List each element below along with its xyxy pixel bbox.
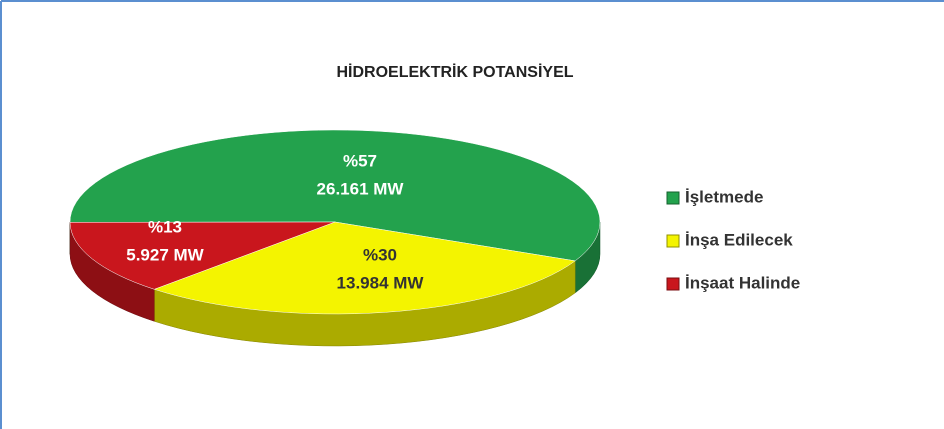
data-label-mw: 26.161 MW	[317, 179, 405, 198]
chart-title: HİDROELEKTRİK POTANSİYEL	[336, 63, 573, 81]
slice	[153, 221, 576, 315]
data-label-mw: 5.927 MW	[126, 245, 204, 264]
legend-swatch	[666, 234, 680, 248]
data-label: %57	[343, 151, 377, 170]
legend-label: İnşa Edilecek	[685, 230, 793, 249]
legend-swatch	[666, 277, 680, 291]
data-label-mw: 13.984 MW	[337, 273, 425, 292]
legend-swatch	[666, 191, 680, 205]
slice	[69, 221, 336, 290]
legend-label: İşletmede	[685, 187, 763, 206]
legend-label: İnşaat Halinde	[685, 273, 800, 292]
data-label: %30	[363, 245, 397, 264]
slice	[69, 129, 601, 262]
data-label: %13	[148, 217, 182, 236]
